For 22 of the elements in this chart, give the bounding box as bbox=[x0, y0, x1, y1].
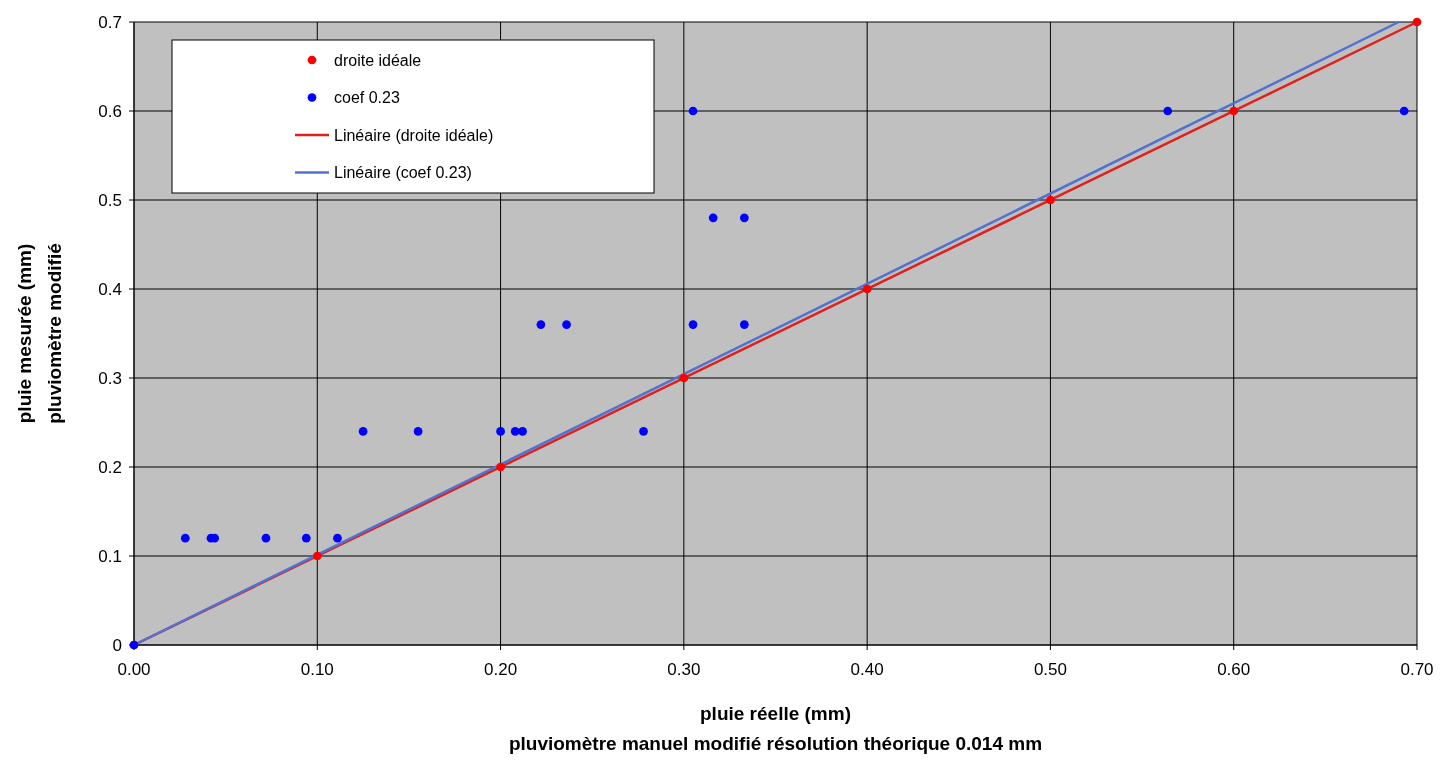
x-axis-title: pluie réelle (mm) pluviomètre manuel modifié résolution théorique 0.014 mm bbox=[508, 703, 1043, 754]
x-tick-label: 0.20 bbox=[484, 660, 518, 679]
y-tick-label: 0.5 bbox=[98, 190, 122, 210]
y-tick-label: 0.2 bbox=[98, 457, 122, 477]
legend-label: droite idéale bbox=[334, 51, 422, 69]
x-tick-label: 0.60 bbox=[1217, 660, 1251, 679]
x-tick-label: 0.70 bbox=[1400, 660, 1434, 679]
legend-label: Linéaire (coef 0.23) bbox=[334, 164, 472, 182]
legend-label: coef 0.23 bbox=[334, 89, 400, 107]
y-axis-title: pluie mesurée (mm) pluviomètre modifié bbox=[14, 243, 65, 424]
y-tick-label: 0.3 bbox=[98, 368, 122, 388]
x-tick-label: 0.40 bbox=[850, 660, 884, 679]
x-tick-label: 0.00 bbox=[117, 660, 151, 679]
y-tick-label: 0.4 bbox=[98, 279, 122, 299]
legend-label: Linéaire (droite idéale) bbox=[334, 126, 494, 144]
y-tick-label: 0.1 bbox=[98, 546, 122, 566]
x-tick-label: 0.30 bbox=[667, 660, 701, 679]
y-tick-label: 0.6 bbox=[98, 101, 122, 121]
y-tick-label: 0 bbox=[112, 635, 122, 655]
y-tick-label: 0.7 bbox=[98, 12, 122, 32]
x-tick-label: 0.50 bbox=[1033, 660, 1067, 679]
x-tick-label: 0.10 bbox=[300, 660, 334, 679]
